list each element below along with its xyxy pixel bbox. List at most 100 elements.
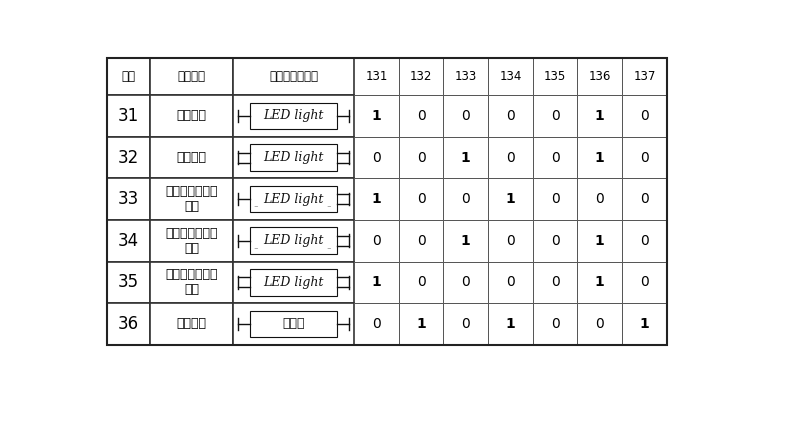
Bar	[488, 137, 533, 179]
Text: 35: 35	[118, 273, 139, 291]
Text: 131: 131	[366, 70, 388, 83]
Text: ~: ~	[254, 204, 258, 209]
Bar	[250, 144, 338, 171]
Text: 1: 1	[639, 317, 650, 331]
Bar	[250, 103, 338, 129]
Bar	[622, 262, 666, 303]
Text: 0: 0	[417, 192, 426, 206]
Bar	[533, 137, 578, 179]
Bar	[354, 262, 399, 303]
Bar	[399, 95, 443, 137]
Bar	[150, 303, 234, 345]
Bar	[622, 58, 666, 95]
Bar	[488, 58, 533, 95]
Text: 135: 135	[544, 70, 566, 83]
Bar	[234, 220, 354, 262]
Text: 1: 1	[506, 192, 515, 206]
Bar	[443, 179, 488, 220]
Text: 按键: 按键	[122, 70, 135, 83]
Text: LED light: LED light	[263, 276, 324, 289]
Text: 0: 0	[640, 109, 649, 123]
Bar	[150, 179, 234, 220]
Text: 0: 0	[550, 192, 559, 206]
Text: 0: 0	[550, 109, 559, 123]
Text: 0: 0	[595, 192, 604, 206]
Bar	[533, 179, 578, 220]
Text: 0: 0	[462, 275, 470, 289]
Text: 0: 0	[417, 151, 426, 165]
Text: 0: 0	[372, 151, 381, 165]
Bar	[354, 220, 399, 262]
Text: 0: 0	[506, 151, 515, 165]
Text: 31: 31	[118, 107, 139, 125]
Text: 0: 0	[462, 109, 470, 123]
Text: LED light: LED light	[263, 192, 324, 206]
Text: 双侧输入: 双侧输入	[177, 151, 206, 164]
Bar	[354, 58, 399, 95]
Text: 0: 0	[595, 317, 604, 331]
Bar	[250, 311, 338, 337]
Bar	[488, 303, 533, 345]
Bar	[578, 137, 622, 179]
Bar	[578, 220, 622, 262]
Bar	[107, 303, 150, 345]
Bar	[578, 179, 622, 220]
Text: ~: ~	[327, 204, 331, 209]
Text: 0: 0	[550, 234, 559, 248]
Bar	[399, 220, 443, 262]
Bar	[354, 179, 399, 220]
Text: 0: 0	[417, 275, 426, 289]
Bar	[234, 95, 354, 137]
Bar	[107, 137, 150, 179]
Text: 双侧输入单端子
导电: 双侧输入单端子 导电	[166, 227, 218, 255]
Bar	[354, 303, 399, 345]
Bar	[578, 58, 622, 95]
Text: 日光灯管: 日光灯管	[177, 317, 206, 330]
Bar	[622, 303, 666, 345]
Bar	[107, 262, 150, 303]
Bar	[443, 303, 488, 345]
Text: 33: 33	[118, 190, 139, 208]
Text: 1: 1	[372, 109, 382, 123]
Text: 0: 0	[372, 317, 381, 331]
Bar	[443, 262, 488, 303]
Bar	[488, 220, 533, 262]
Text: 0: 0	[506, 234, 515, 248]
Text: 32: 32	[118, 149, 139, 167]
Text: 1: 1	[595, 275, 605, 289]
Text: 1: 1	[506, 317, 515, 331]
Bar	[399, 179, 443, 220]
Text: LED light: LED light	[263, 109, 324, 122]
Bar	[250, 269, 338, 296]
Bar	[533, 262, 578, 303]
Text: 0: 0	[640, 151, 649, 165]
Bar	[578, 303, 622, 345]
Text: 0: 0	[372, 234, 381, 248]
Bar	[622, 220, 666, 262]
Text: 34: 34	[118, 232, 139, 250]
Bar	[443, 137, 488, 179]
Bar	[622, 137, 666, 179]
Text: 36: 36	[118, 315, 139, 333]
Bar	[622, 95, 666, 137]
Text: LED light: LED light	[263, 151, 324, 164]
Text: 双侧输入单端子
导电: 双侧输入单端子 导电	[166, 268, 218, 296]
Text: 1: 1	[461, 234, 470, 248]
Bar	[234, 303, 354, 345]
Bar	[578, 95, 622, 137]
Text: LED light: LED light	[263, 234, 324, 247]
Bar	[354, 95, 399, 137]
Text: 0: 0	[550, 317, 559, 331]
Text: 单侧输入: 单侧输入	[177, 109, 206, 122]
Text: 0: 0	[550, 151, 559, 165]
Text: 1: 1	[595, 151, 605, 165]
Text: ~: ~	[254, 246, 258, 251]
Text: 0: 0	[550, 275, 559, 289]
Bar	[488, 179, 533, 220]
Text: 132: 132	[410, 70, 432, 83]
Bar	[234, 58, 354, 95]
Bar	[533, 58, 578, 95]
Text: 134: 134	[499, 70, 522, 83]
Bar	[150, 58, 234, 95]
Bar	[399, 137, 443, 179]
